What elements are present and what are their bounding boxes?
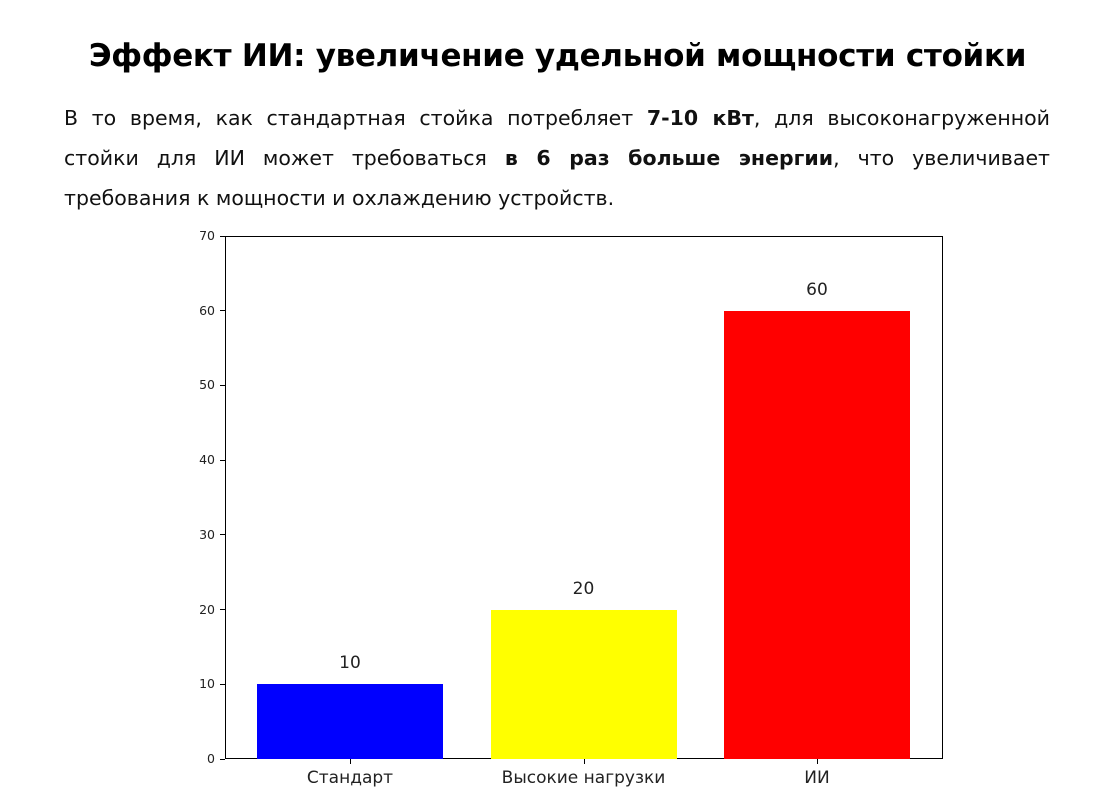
y-tick: [220, 534, 225, 536]
description-paragraph: В то время, как стандартная стойка потре…: [64, 98, 1050, 218]
y-tick: [220, 758, 225, 760]
description-bold-2: в 6 раз больше энергии: [504, 146, 834, 170]
bar-2: [724, 310, 910, 759]
x-tick-label: Высокие нагрузки: [501, 768, 666, 788]
y-tick-label: 0: [207, 751, 215, 766]
page-title: Эффект ИИ: увеличение удельной мощности …: [88, 38, 1027, 74]
bar-value-label: 20: [572, 578, 595, 599]
bar-0: [257, 684, 443, 759]
y-tick-label: 50: [199, 377, 215, 393]
x-tick: [583, 759, 585, 764]
description-text-1: В то время, как стандартная стойка потре…: [64, 106, 647, 130]
x-tick: [350, 759, 351, 764]
y-tick-label: 60: [199, 302, 215, 318]
x-tick-label: ИИ: [804, 768, 830, 788]
description-text-2: , для высоконагруженной стойки для ИИ мо…: [64, 106, 1051, 170]
y-tick-label: 20: [199, 601, 215, 617]
y-tick: [220, 609, 225, 611]
description-text-3: , что увеличивает требования к мощности …: [64, 146, 1051, 210]
description-bold-1: 7-10 кВт: [646, 106, 754, 130]
x-tick-label: Стандарт: [306, 768, 394, 788]
y-tick: [220, 384, 225, 386]
bar-value-label: 60: [806, 279, 828, 300]
y-tick: [220, 683, 225, 685]
bar-1: [490, 609, 677, 759]
bar-value-label: 10: [339, 653, 361, 674]
y-tick-label: 30: [199, 526, 215, 542]
y-tick: [220, 459, 225, 461]
x-tick: [817, 759, 818, 764]
y-tick-label: 10: [199, 676, 215, 692]
y-tick: [220, 310, 225, 312]
y-tick-label: 70: [199, 228, 215, 243]
y-tick: [220, 235, 225, 237]
y-tick-label: 40: [199, 452, 215, 468]
